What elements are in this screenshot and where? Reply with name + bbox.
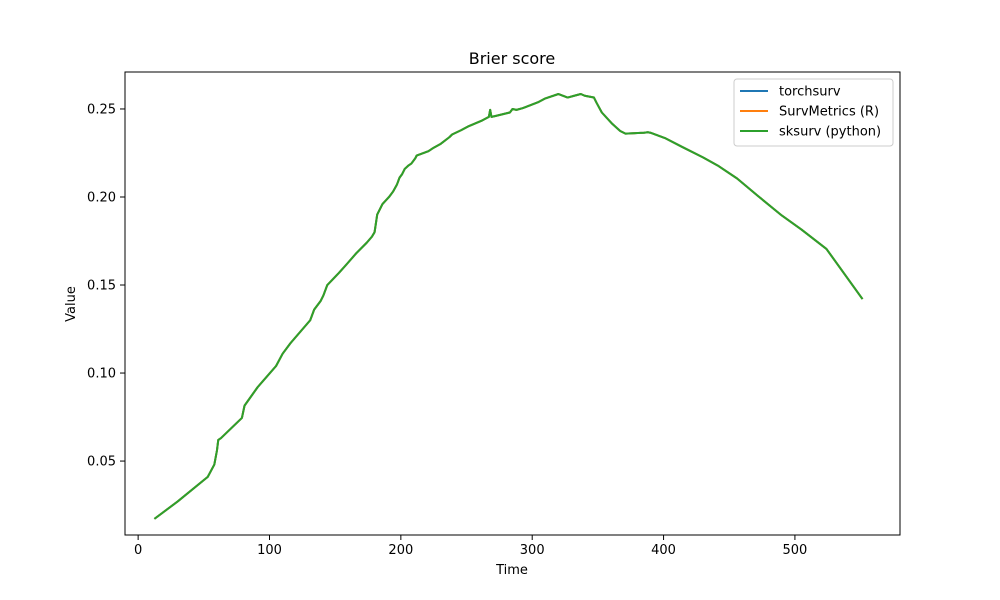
y-tick-label: 0.15: [87, 279, 116, 294]
plot-area: [153, 93, 864, 520]
x-tick-label: 0: [134, 543, 142, 558]
y-tick-label: 0.25: [87, 102, 116, 117]
y-tick-label: 0.05: [87, 455, 116, 470]
y-tick-label: 0.10: [87, 367, 116, 382]
x-axis: 0 100 200 300 400 500: [134, 535, 807, 558]
y-axis: 0.05 0.10 0.15 0.20 0.25: [87, 102, 125, 470]
y-axis-label: Value: [64, 286, 79, 322]
legend-entry: SurvMetrics (R): [779, 105, 879, 120]
legend-box: [733, 78, 894, 147]
x-tick-label: 200: [388, 543, 413, 558]
x-tick-label: 100: [257, 543, 282, 558]
x-tick-label: 400: [651, 543, 676, 558]
legend-entry: sksurv (python): [779, 125, 881, 140]
y-tick-label: 0.20: [87, 190, 116, 205]
legend: torchsurv SurvMetrics (R) sksurv (python): [733, 78, 894, 147]
x-tick-label: 500: [783, 543, 808, 558]
x-axis-label: Time: [495, 563, 528, 578]
chart-title: Brier score: [469, 49, 556, 68]
legend-entry: torchsurv: [779, 85, 841, 100]
x-tick-label: 300: [520, 543, 545, 558]
plot-frame: [124, 71, 901, 536]
series-line-2: [153, 93, 864, 520]
